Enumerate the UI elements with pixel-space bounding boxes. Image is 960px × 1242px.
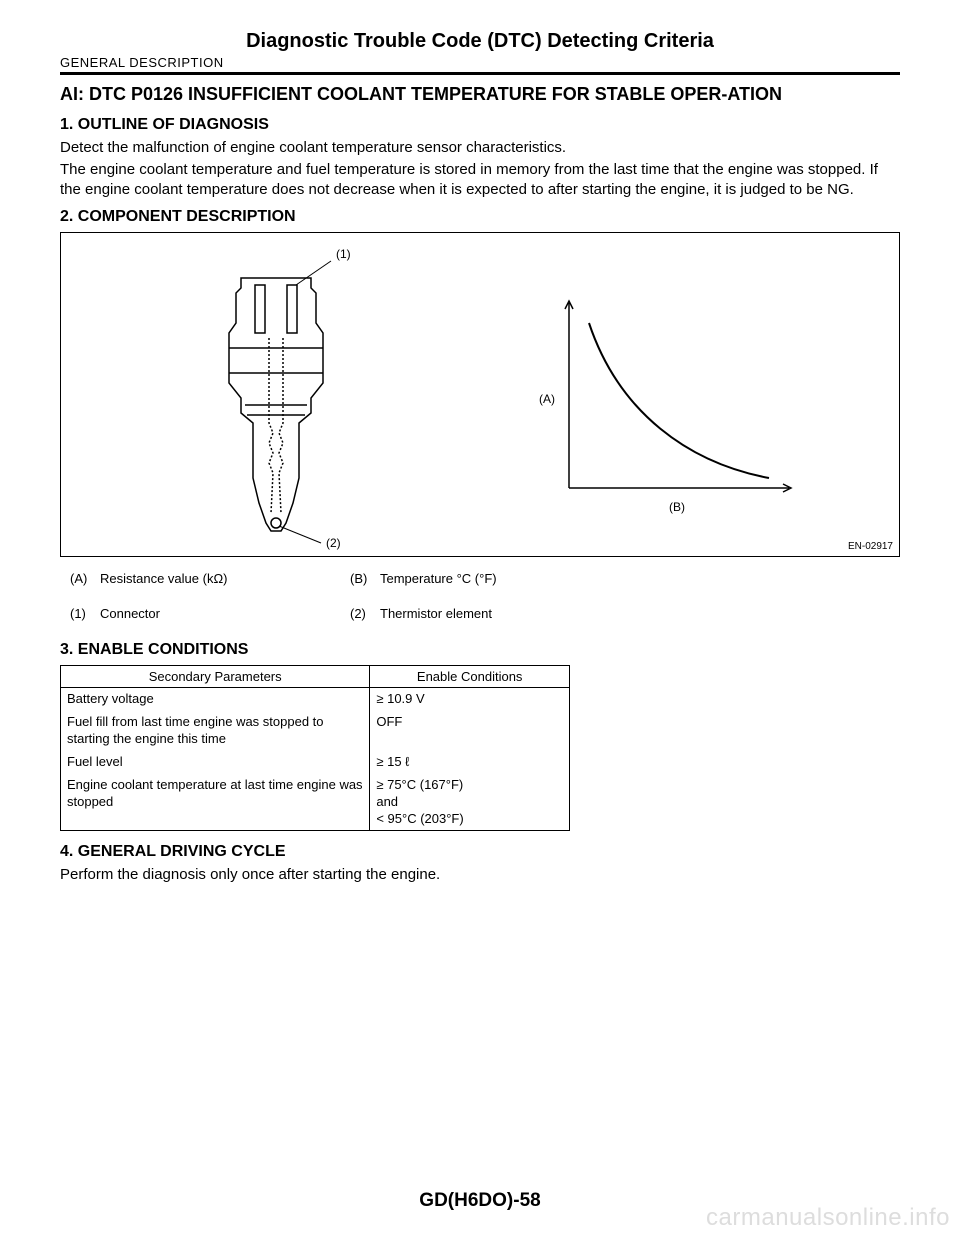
table-cell-param: Engine coolant temperature at last time … [61, 774, 370, 831]
axis-a-label: (A) [539, 392, 555, 406]
figure-code: EN-02917 [848, 541, 893, 552]
legend-val: Temperature °C (°F) [380, 571, 620, 586]
table-cell-condition: ≥ 10.9 V [370, 688, 570, 711]
table-cell-condition: OFF [370, 711, 570, 751]
subheading-enable: 3. ENABLE CONDITIONS [60, 641, 900, 659]
table-cell-param: Fuel fill from last time engine was stop… [61, 711, 370, 751]
component-figure: (1) (2) [60, 232, 900, 557]
callout-1-label: (1) [336, 247, 351, 261]
table-cell-condition: ≥ 75°C (167°F) and < 95°C (203°F) [370, 774, 570, 831]
table-cell-param: Fuel level [61, 751, 370, 774]
legend-key: (B) [340, 571, 380, 586]
dtc-heading: AI: DTC P0126 INSUFFICIENT COOLANT TEMPE… [60, 83, 900, 106]
subheading-driving-cycle: 4. GENERAL DRIVING CYCLE [60, 843, 900, 861]
body-text: Perform the diagnosis only once after st… [60, 865, 900, 885]
resistance-graph: (A) (B) [539, 293, 819, 523]
subheading-outline: 1. OUTLINE OF DIAGNOSIS [60, 116, 900, 134]
legend-val: Connector [100, 606, 340, 621]
legend-key: (A) [60, 571, 100, 586]
legend-key: (1) [60, 606, 100, 621]
legend-val: Resistance value (kΩ) [100, 571, 340, 586]
enable-conditions-table: Secondary Parameters Enable Conditions B… [60, 665, 570, 831]
callout-2-label: (2) [326, 536, 341, 550]
figure-legend: (A) Resistance value (kΩ) (B) Temperatur… [60, 571, 900, 621]
body-text: The engine coolant temperature and fuel … [60, 160, 900, 201]
table-cell-condition: ≥ 15 ℓ [370, 751, 570, 774]
table-cell-param: Battery voltage [61, 688, 370, 711]
body-text: Detect the malfunction of engine coolant… [60, 138, 900, 158]
document-title: Diagnostic Trouble Code (DTC) Detecting … [60, 30, 900, 53]
sensor-diagram: (1) (2) [181, 243, 381, 553]
legend-key: (2) [340, 606, 380, 621]
axis-b-label: (B) [669, 500, 685, 514]
subheading-component: 2. COMPONENT DESCRIPTION [60, 208, 900, 226]
resistance-curve [589, 323, 769, 478]
table-header: Enable Conditions [370, 666, 570, 688]
watermark: carmanualsonline.info [706, 1204, 950, 1232]
legend-val: Thermistor element [380, 606, 620, 621]
table-header: Secondary Parameters [61, 666, 370, 688]
section-header: GENERAL DESCRIPTION [60, 55, 900, 75]
